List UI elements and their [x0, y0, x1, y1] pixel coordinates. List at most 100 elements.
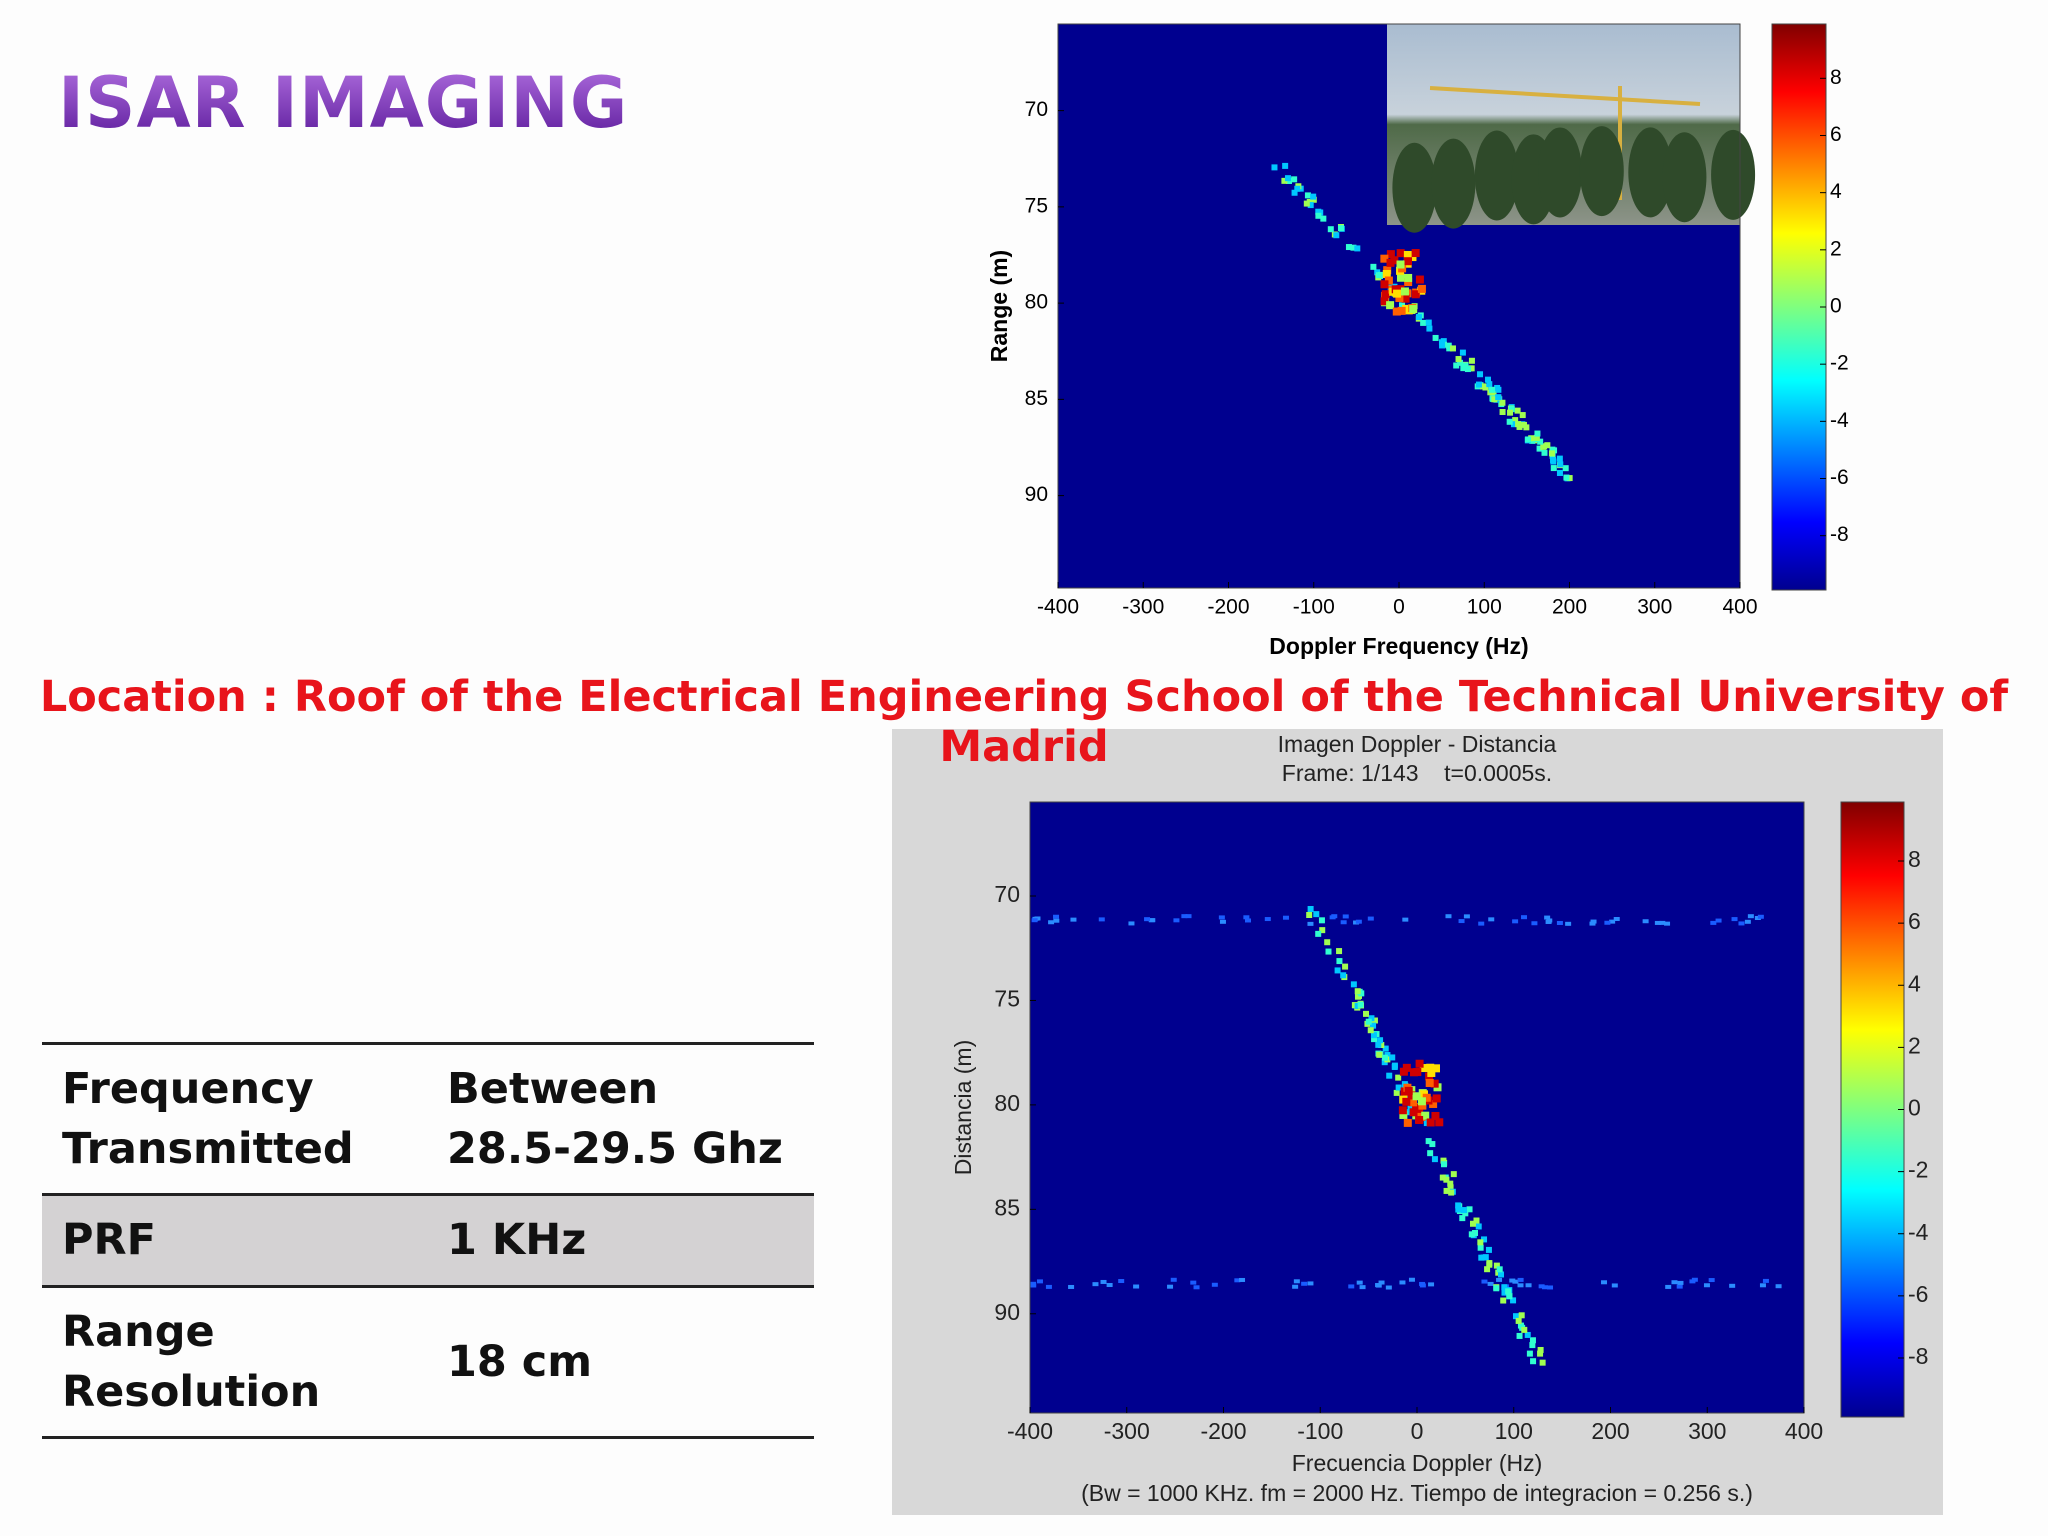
scatterer — [1399, 1067, 1408, 1076]
clutter — [1759, 1283, 1766, 1288]
clutter — [1775, 1284, 1782, 1289]
scatterer — [1481, 1236, 1488, 1243]
scatterer — [1396, 260, 1405, 269]
clutter — [1359, 1285, 1366, 1290]
scatterer — [1380, 280, 1389, 289]
scatterer — [1409, 305, 1418, 314]
scatterer — [1404, 278, 1413, 287]
scatterer — [1337, 225, 1344, 232]
scatterer — [1516, 1332, 1523, 1339]
colorbar-tick-label: -4 — [1830, 409, 1849, 432]
scatterer — [1468, 365, 1475, 372]
scatterer — [1477, 371, 1484, 378]
scatterer — [1415, 314, 1422, 321]
scatterer — [1432, 334, 1439, 341]
clutter — [1488, 917, 1495, 922]
scatterer — [1526, 1350, 1533, 1357]
scatterer — [1393, 1089, 1400, 1096]
clutter — [1402, 917, 1409, 922]
clutter — [1053, 914, 1060, 919]
scatterer — [1404, 1086, 1413, 1095]
clutter — [1703, 1283, 1710, 1288]
scatterer — [1313, 911, 1320, 918]
clutter — [1128, 921, 1135, 926]
scatterer — [1382, 269, 1391, 278]
clutter — [1604, 920, 1611, 925]
scatterer — [1440, 1157, 1447, 1164]
scatterer — [1506, 418, 1513, 425]
scatterer — [1370, 1032, 1377, 1039]
tree — [1579, 126, 1624, 217]
scatterer — [1459, 1215, 1466, 1222]
scatterer — [1498, 1271, 1505, 1278]
clutter — [1239, 1277, 1246, 1282]
scatterer — [1439, 342, 1446, 349]
scatterer — [1469, 1220, 1476, 1227]
scatterer — [1350, 981, 1357, 988]
clutter — [1642, 919, 1649, 924]
clutter — [1715, 918, 1722, 923]
scatterer — [1431, 1064, 1440, 1073]
scatterer — [1566, 475, 1573, 482]
scatterer — [1354, 988, 1361, 995]
scatterer — [1291, 176, 1298, 183]
clutter — [1307, 1281, 1314, 1286]
clutter — [1463, 914, 1470, 919]
x-tick-label: 100 — [1467, 596, 1502, 619]
clutter — [1367, 916, 1374, 921]
clutter — [1282, 915, 1289, 920]
scatterer — [1419, 1064, 1428, 1073]
scatterer — [1536, 445, 1543, 452]
scatterer — [1464, 366, 1471, 373]
clutter — [1378, 1280, 1385, 1285]
scatterer — [1376, 1051, 1383, 1058]
clutter — [1565, 921, 1572, 926]
scatterer — [1491, 396, 1498, 403]
scatterer — [1510, 421, 1517, 428]
scatterer — [1425, 1138, 1432, 1145]
clutter — [1036, 1279, 1043, 1284]
scatterer — [1380, 297, 1389, 306]
clutter — [1671, 1280, 1678, 1285]
scatterer — [1411, 249, 1420, 258]
clutter — [1185, 914, 1192, 919]
clutter — [1613, 916, 1620, 921]
scatterer — [1473, 1217, 1480, 1224]
figure-title: Imagen Doppler - Distancia — [1278, 731, 1557, 757]
colorbar-tick-label: 0 — [1908, 1095, 1921, 1121]
scatterer — [1282, 162, 1289, 169]
scatterer — [1447, 1180, 1454, 1187]
cell: Between 28.5-29.5 Ghz — [447, 1064, 783, 1175]
clutter — [1190, 1280, 1197, 1285]
scatterer — [1307, 906, 1314, 913]
clutter — [1517, 1283, 1524, 1288]
scatterer — [1412, 1092, 1421, 1101]
scatterer — [1281, 177, 1288, 184]
y-axis-label: Range (m) — [986, 250, 1012, 362]
y-tick-label: 75 — [994, 986, 1020, 1012]
clutter — [1375, 1283, 1382, 1288]
x-tick-label: 200 — [1552, 596, 1587, 619]
x-axis-label: Doppler Frequency (Hz) — [1269, 633, 1528, 659]
clutter — [1757, 914, 1764, 919]
scatterer — [1325, 948, 1332, 955]
scatterer — [1357, 1001, 1364, 1008]
clutter — [1556, 920, 1563, 925]
scatterer — [1370, 263, 1377, 270]
clutter — [1542, 1285, 1549, 1290]
scatterer — [1534, 430, 1541, 437]
scatterer — [1399, 1110, 1408, 1119]
scatterer — [1438, 339, 1445, 346]
scatterer — [1415, 1115, 1424, 1124]
clutter — [1053, 918, 1060, 923]
clutter — [1481, 1279, 1488, 1284]
scatterer — [1496, 1266, 1503, 1273]
scatterer — [1400, 287, 1409, 296]
clutter — [1589, 921, 1596, 926]
scatterer — [1440, 1161, 1447, 1168]
tree — [1431, 138, 1476, 229]
scatterer — [1409, 1098, 1418, 1107]
x-tick-label: -300 — [1122, 596, 1164, 619]
scatterer — [1294, 185, 1301, 192]
scatterer — [1315, 930, 1322, 937]
